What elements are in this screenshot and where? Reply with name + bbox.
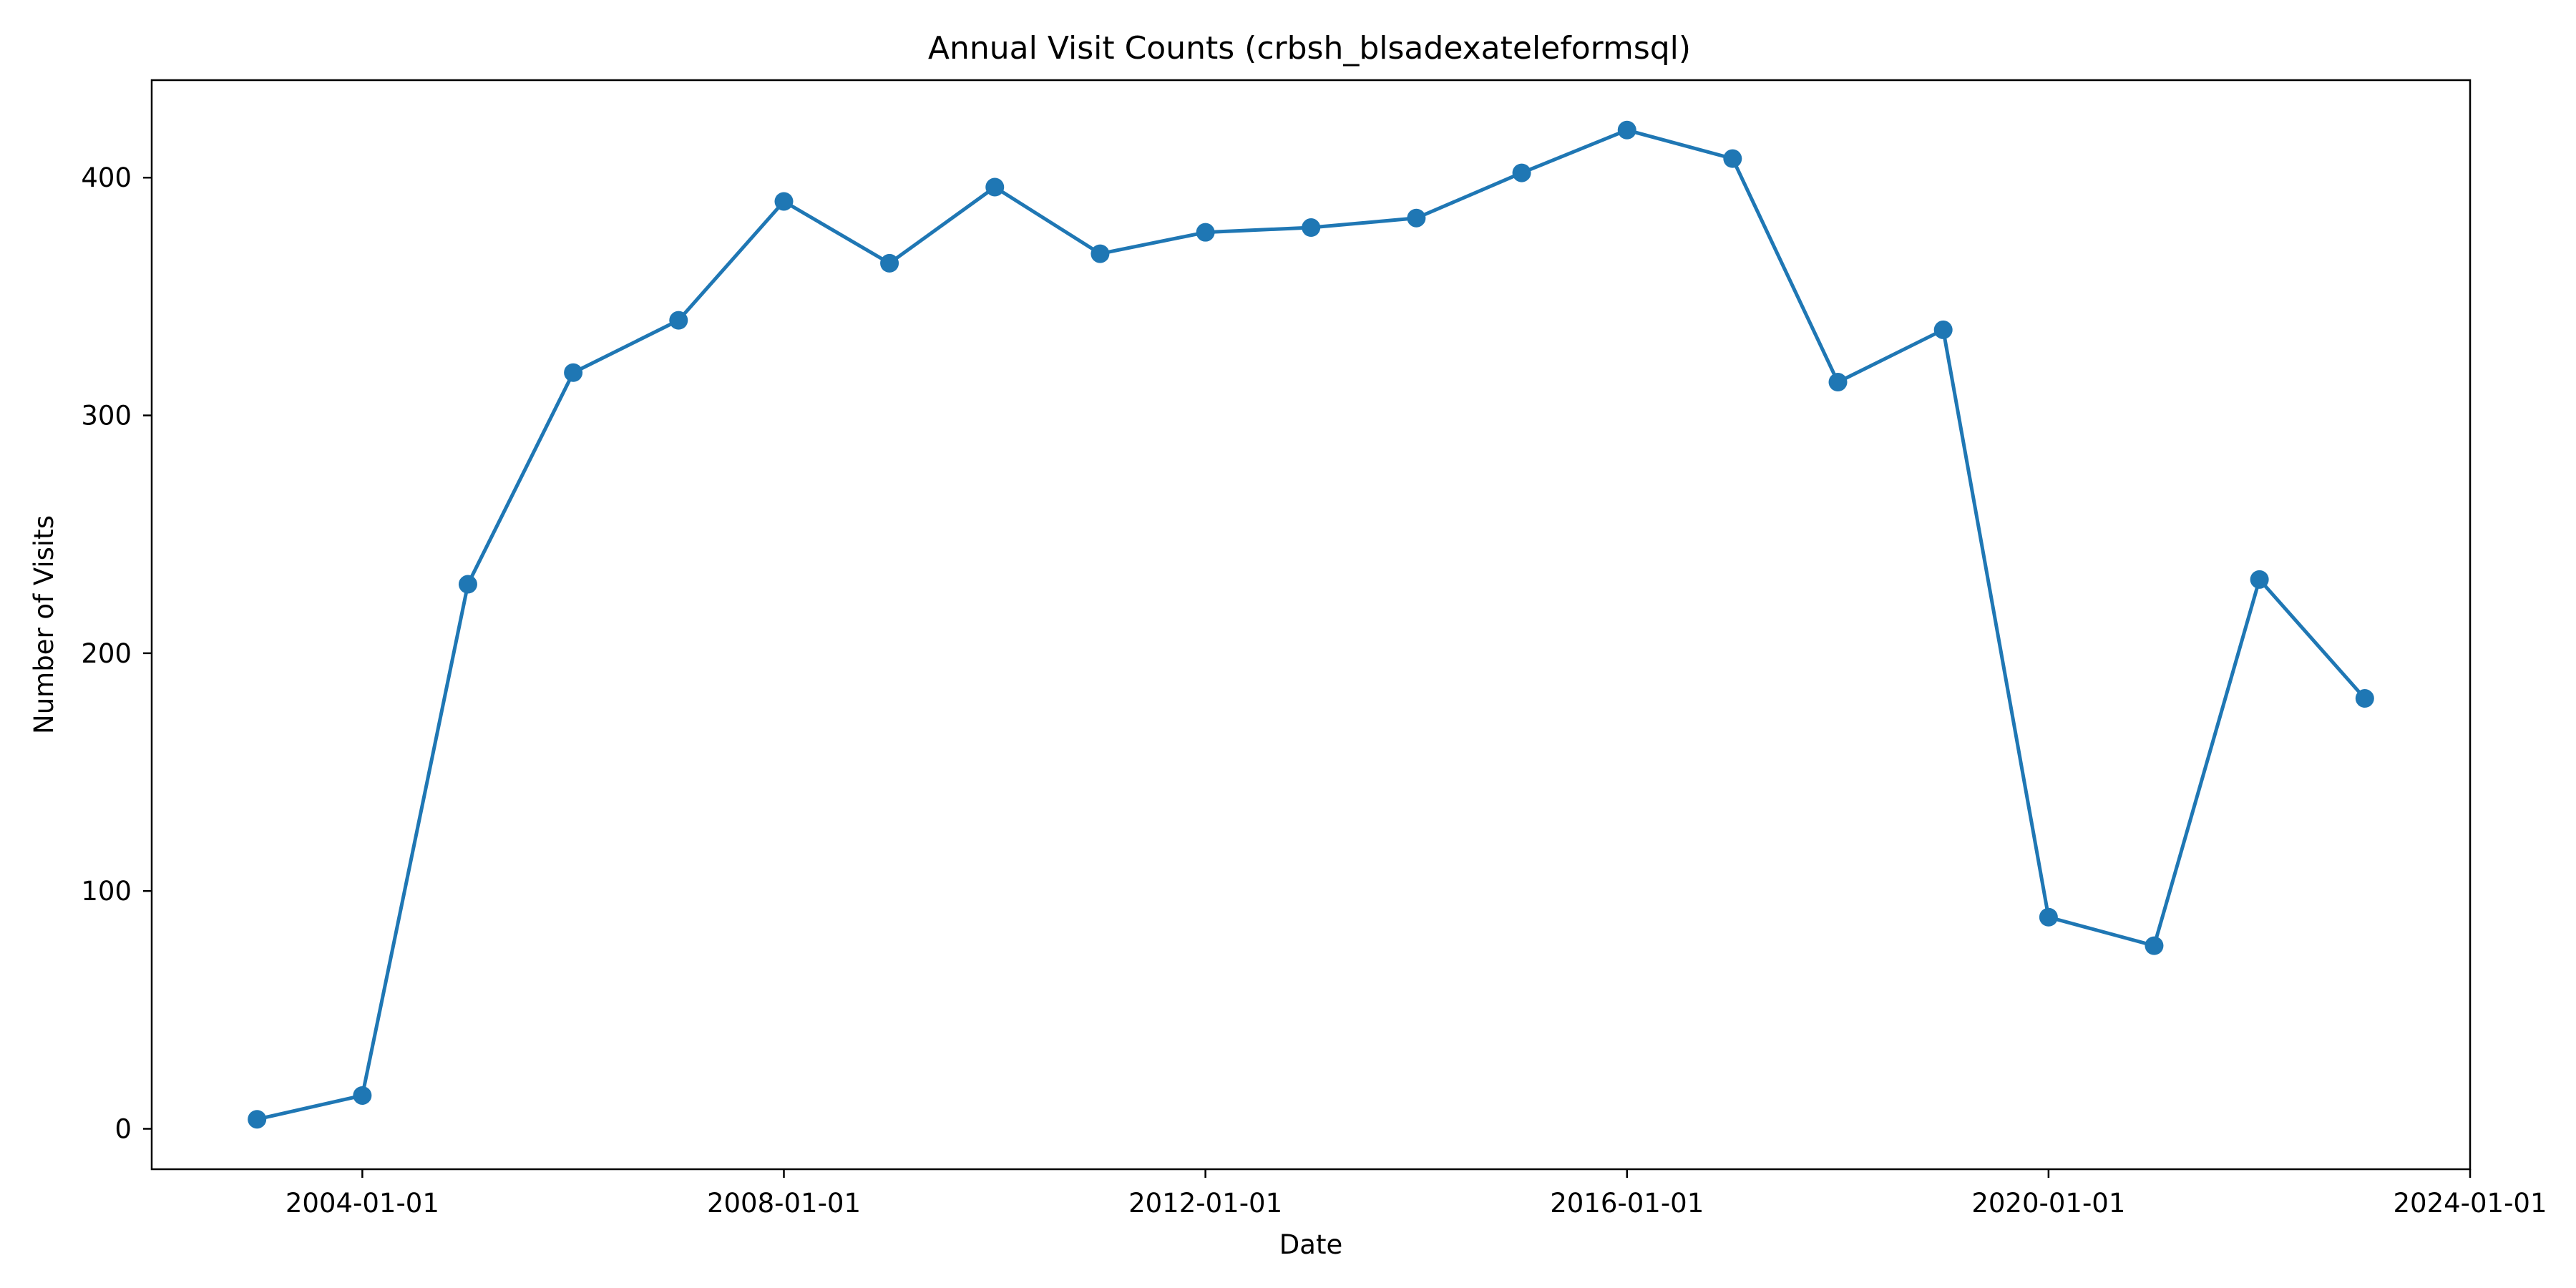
data-point — [1512, 163, 1531, 182]
series-line — [255, 128, 2367, 1121]
data-point — [1196, 223, 1215, 242]
data-point — [1091, 244, 1110, 263]
x-tick-label: 2016-01-01 — [1550, 1188, 1704, 1219]
x-tick-label: 2008-01-01 — [707, 1188, 861, 1219]
series-layer — [248, 120, 2374, 1129]
data-point — [1723, 149, 1742, 168]
x-tick-label: 2020-01-01 — [1971, 1188, 2125, 1219]
data-point — [2039, 907, 2058, 927]
data-point — [458, 575, 477, 594]
data-point — [564, 363, 583, 382]
x-tick-label: 2024-01-01 — [2393, 1188, 2547, 1219]
y-axis-label: Number of Visits — [29, 515, 59, 734]
x-tick-label: 2012-01-01 — [1128, 1188, 1282, 1219]
data-point — [1617, 120, 1636, 140]
y-tick-label: 300 — [81, 401, 132, 431]
data-point — [985, 177, 1005, 197]
data-point — [353, 1085, 372, 1105]
plot-area-frame — [150, 79, 2472, 1171]
data-point — [774, 192, 794, 211]
x-tick-label: 2004-01-01 — [286, 1188, 439, 1219]
data-point — [1828, 373, 1848, 392]
y-tick-label: 400 — [81, 162, 132, 193]
y-tick-label: 200 — [81, 638, 132, 669]
data-point — [669, 311, 688, 330]
x-axis-label: Date — [1279, 1229, 1342, 1260]
data-point — [2355, 689, 2374, 708]
y-tick-label: 0 — [114, 1114, 132, 1145]
data-point — [248, 1110, 267, 1129]
chart-title: Annual Visit Counts (crbsh_blsadexatelef… — [928, 30, 1691, 67]
x-axis: 2004-01-01 2008-01-01 2012-01-01 2016-01-01… — [286, 1169, 2547, 1219]
data-point — [880, 253, 899, 273]
y-tick-label: 100 — [81, 876, 132, 907]
data-point — [1407, 208, 1426, 228]
data-point — [2250, 570, 2269, 589]
data-point — [1302, 218, 1321, 238]
data-point — [1933, 320, 1953, 339]
data-point — [2145, 936, 2164, 955]
y-axis: 0 100 200 300 400 — [81, 162, 152, 1145]
